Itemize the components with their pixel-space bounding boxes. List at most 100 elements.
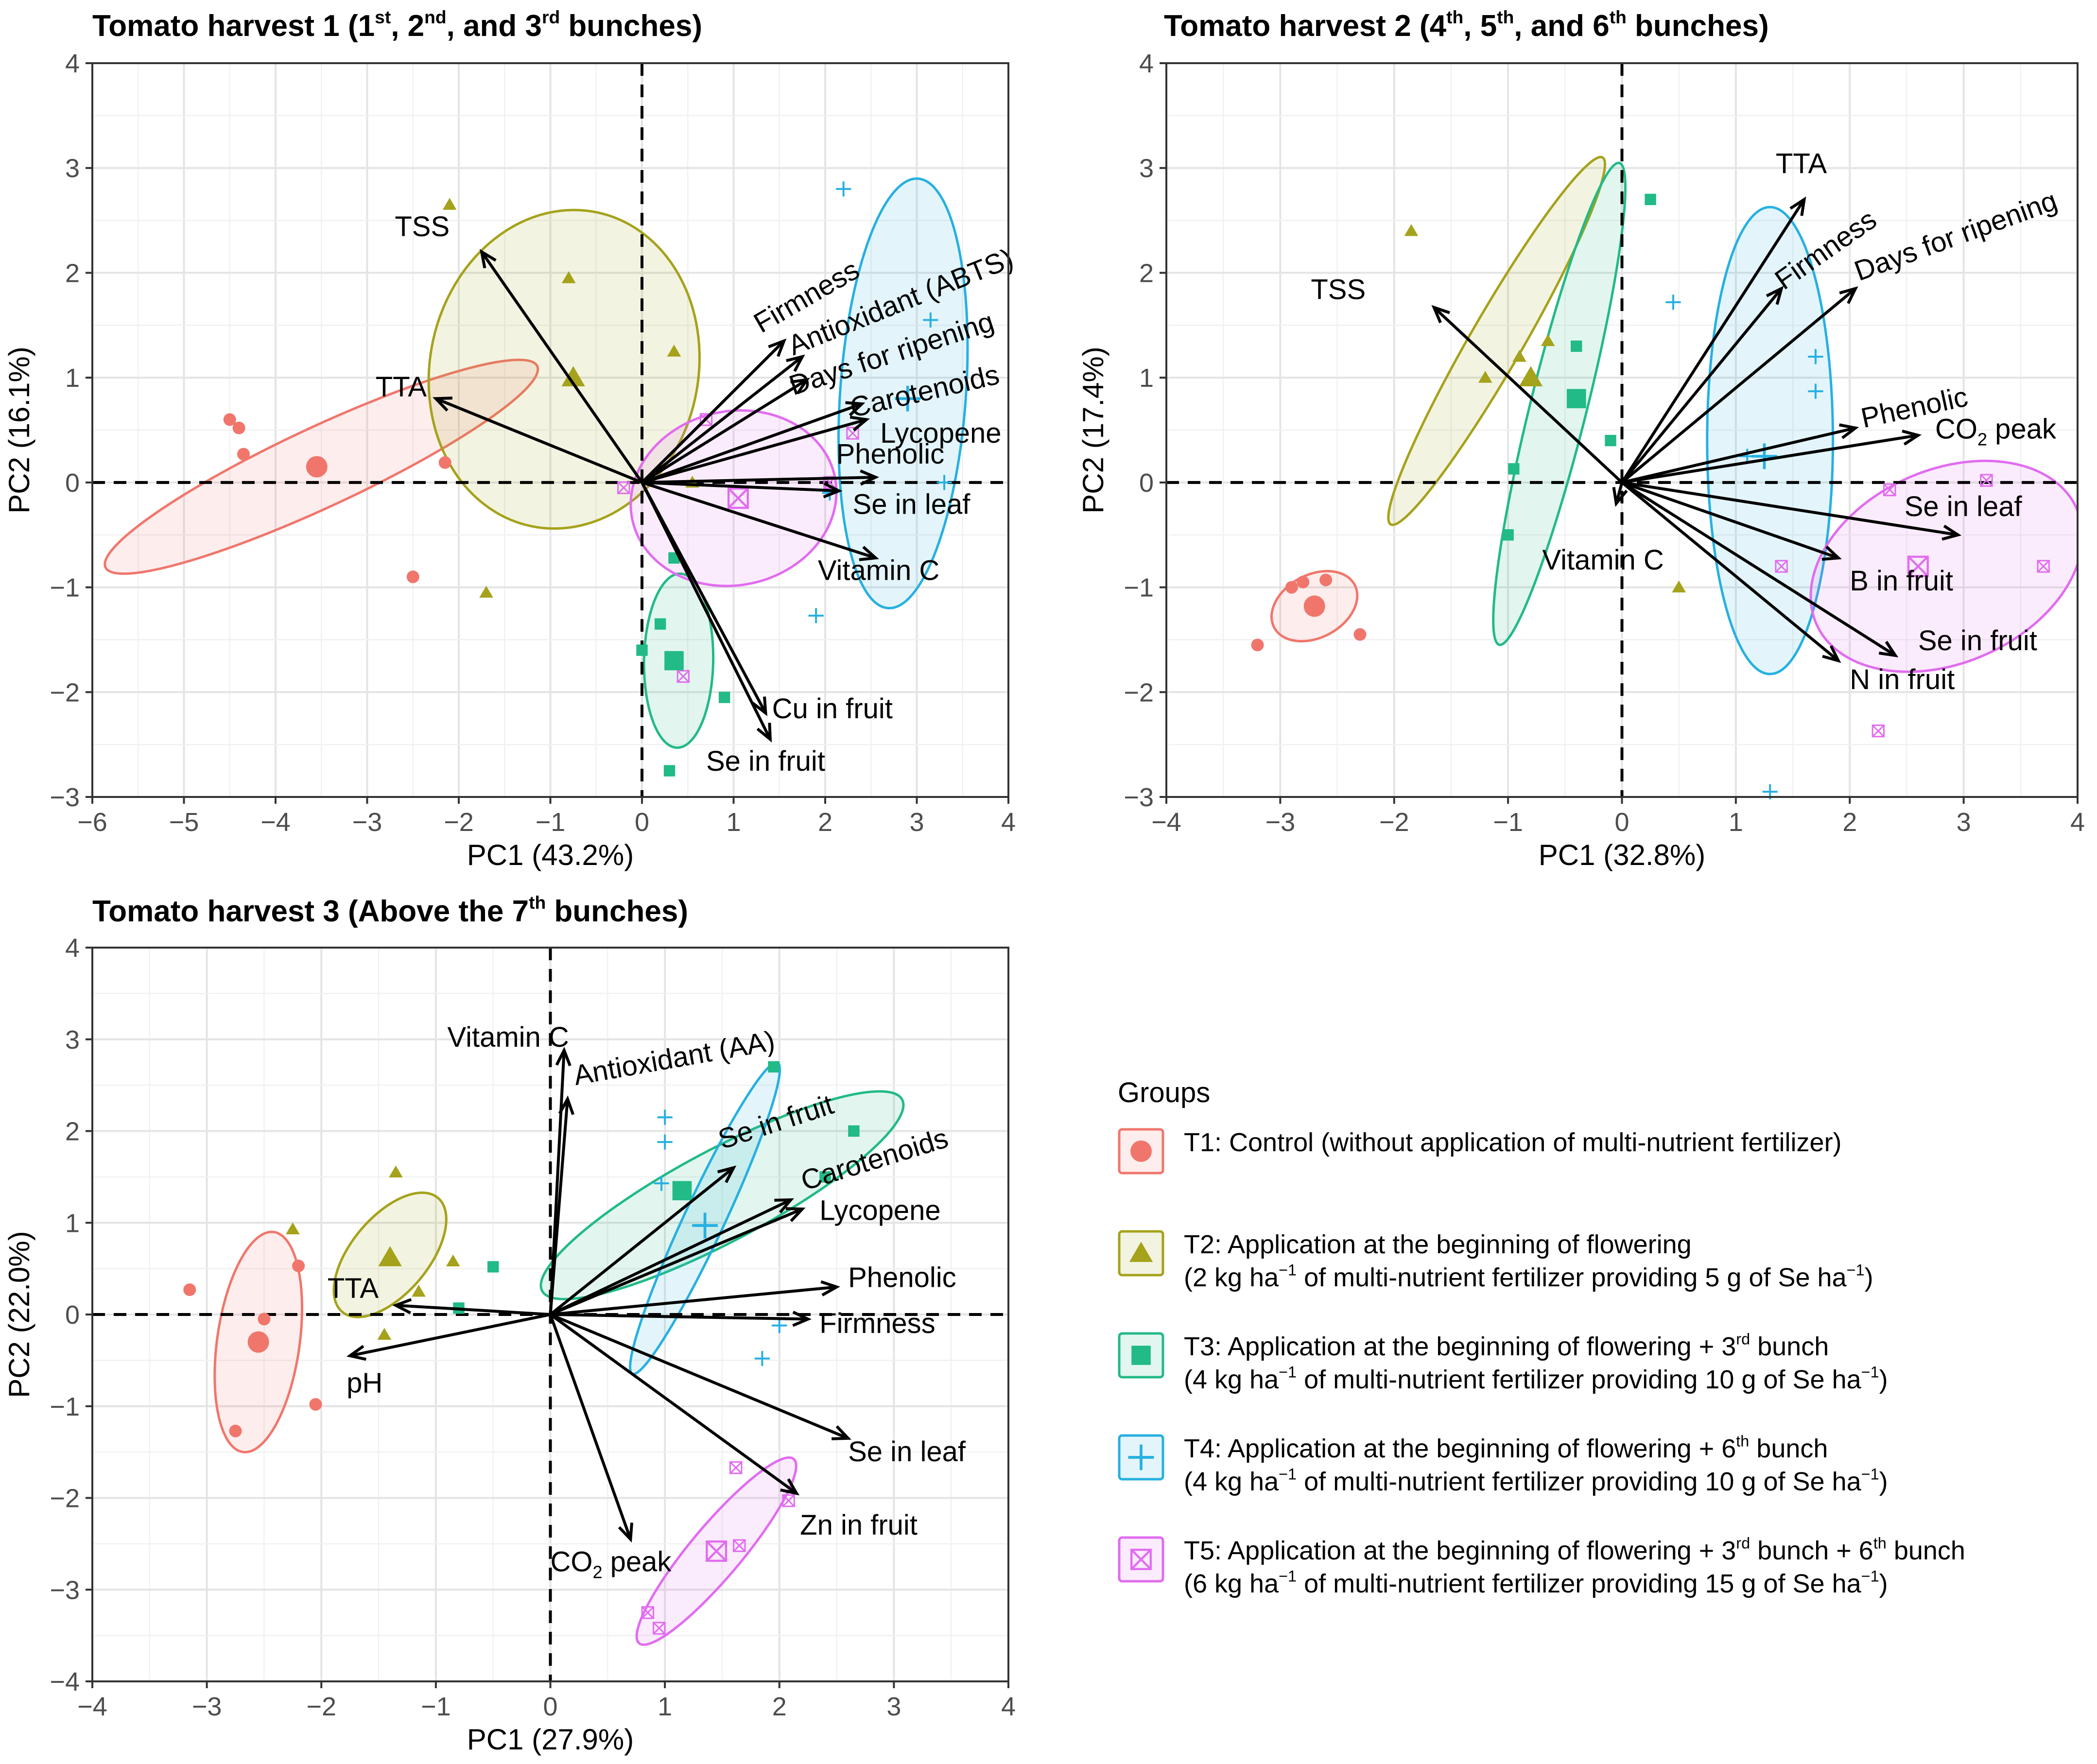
loading-arrowhead — [433, 397, 452, 412]
y-tick-label: 4 — [65, 934, 80, 963]
point-T3 — [1131, 1346, 1151, 1365]
point-T2 — [389, 1165, 403, 1177]
title-harvest-3: Tomato harvest 3 (Above the 7th bunches) — [92, 892, 688, 928]
legend-text-part: of multi-nutrient fertilizer providing 1… — [1297, 1365, 1861, 1394]
ellipses — [104, 177, 969, 749]
y-axis-title: PC2 (22.0%) — [3, 1231, 35, 1398]
point-T5 — [1775, 560, 1788, 573]
point-T4 — [654, 1176, 669, 1191]
legend-text-part: ) — [1879, 1365, 1888, 1394]
point-T3 — [1645, 193, 1656, 206]
point-box — [699, 413, 713, 426]
loading-label: Se in leaf — [1905, 491, 2023, 522]
point-T1 — [1319, 573, 1333, 587]
y-tick-label: −3 — [50, 783, 80, 812]
loading-arrowhead — [1839, 286, 1858, 304]
point-x2 — [733, 1539, 746, 1552]
point-T3 — [672, 1181, 692, 1200]
legend-line: T2: Application at the beginning of flow… — [1184, 1228, 1873, 1261]
loading-arrow — [641, 482, 772, 740]
legend-line: (2 kg ha−1 of multi-nutrient fertilizer … — [1184, 1261, 1873, 1294]
loading-arrowhead — [717, 1165, 737, 1183]
point-T4 — [1128, 1444, 1154, 1470]
point-T2 — [1478, 371, 1492, 383]
point-T1 — [229, 1424, 242, 1437]
point-box — [653, 1622, 666, 1635]
x-tick-label: −5 — [169, 808, 199, 837]
loading-label: Lycopene — [819, 1195, 940, 1227]
y-tick-label: 1 — [65, 1209, 80, 1238]
point-T2 — [479, 586, 493, 598]
x-tick-label: 2 — [1842, 808, 1857, 837]
point-box — [1130, 1549, 1152, 1570]
loading-arrowhead — [392, 1298, 412, 1314]
point-T3 — [1502, 529, 1514, 541]
point-x2 — [706, 1540, 727, 1562]
legend: Groups T1: Control (without application … — [1118, 1076, 1965, 1636]
point-T2 — [561, 271, 576, 283]
loading-arrowhead — [832, 1425, 851, 1440]
point-T4 — [657, 1134, 673, 1150]
point-box — [1907, 555, 1929, 577]
legend-text-part: (6 kg ha — [1184, 1569, 1279, 1598]
point-T4 — [1808, 383, 1823, 399]
label-part: peak — [603, 1546, 672, 1578]
legend-text-part: −1 — [1861, 1465, 1879, 1483]
point-T2 — [412, 1284, 426, 1297]
point-T4 — [923, 312, 938, 328]
loading-arrowhead — [555, 1047, 572, 1067]
legend-text-part: rd — [1736, 1330, 1750, 1348]
y-tick-label: 3 — [1139, 154, 1154, 183]
loading-label: Zn in fruit — [800, 1509, 918, 1541]
point-T5 — [653, 1622, 666, 1635]
loading-arrow — [349, 1313, 551, 1357]
ellipse-T4 — [837, 177, 969, 609]
legend-line: (4 kg ha−1 of multi-nutrient fertilizer … — [1184, 1363, 1888, 1396]
point-T2 — [286, 1222, 300, 1234]
point-T5 — [676, 670, 690, 683]
x-tick-label: 2 — [818, 808, 832, 837]
point-T3 — [1508, 463, 1520, 475]
point-T1 — [438, 456, 451, 469]
legend-text-part: −1 — [1279, 1261, 1297, 1279]
x-tick-label: 1 — [658, 1692, 672, 1721]
point-box — [846, 427, 859, 440]
loading-arrowhead — [1941, 524, 1962, 541]
loading-arrowhead — [1789, 196, 1806, 216]
x-tick-label: 4 — [2070, 808, 2085, 837]
loading-arrow — [641, 340, 785, 484]
y-axis-title: PC2 (16.1%) — [3, 346, 35, 513]
loading-arrowhead — [1902, 430, 1922, 446]
loading-label: TTA — [328, 1273, 379, 1304]
point-T5 — [706, 1540, 728, 1562]
loading-label: CO2 peak — [551, 1546, 672, 1582]
loading-arrow — [1621, 287, 1783, 484]
point-box — [1775, 560, 1788, 573]
y-tick-label: −4 — [50, 1667, 80, 1696]
legend-text-part: T3: Application at the beginning of flow… — [1184, 1332, 1736, 1361]
point-T1 — [1303, 595, 1325, 617]
loading-arrowhead — [820, 1280, 840, 1297]
loading-arrowhead — [774, 1198, 794, 1213]
loading-arrowhead — [479, 249, 497, 269]
x-axis-title: PC1 (43.2%) — [467, 839, 634, 871]
loading-arrowhead — [751, 696, 767, 716]
point-box — [1883, 483, 1896, 497]
loading-arrow — [435, 397, 643, 484]
y-tick-label: 4 — [65, 49, 80, 78]
point-T3 — [664, 651, 684, 671]
loading-arrowhead — [768, 338, 787, 357]
y-tick-label: 2 — [65, 1117, 80, 1146]
y-tick-label: 2 — [65, 259, 80, 288]
point-T4 — [836, 181, 851, 197]
loading-label: N in fruit — [1850, 664, 1955, 695]
y-tick-label: −1 — [1124, 573, 1154, 603]
loading-arrow — [549, 1314, 632, 1540]
legend-text-part: of multi-nutrient fertilizer providing 1… — [1297, 1467, 1861, 1496]
label-sub: 2 — [1977, 429, 1987, 449]
point-T1 — [183, 1283, 196, 1297]
x-tick-label: −6 — [77, 808, 107, 837]
loading-arrowhead — [618, 1522, 634, 1543]
loading-label: Phenolic — [836, 438, 944, 470]
